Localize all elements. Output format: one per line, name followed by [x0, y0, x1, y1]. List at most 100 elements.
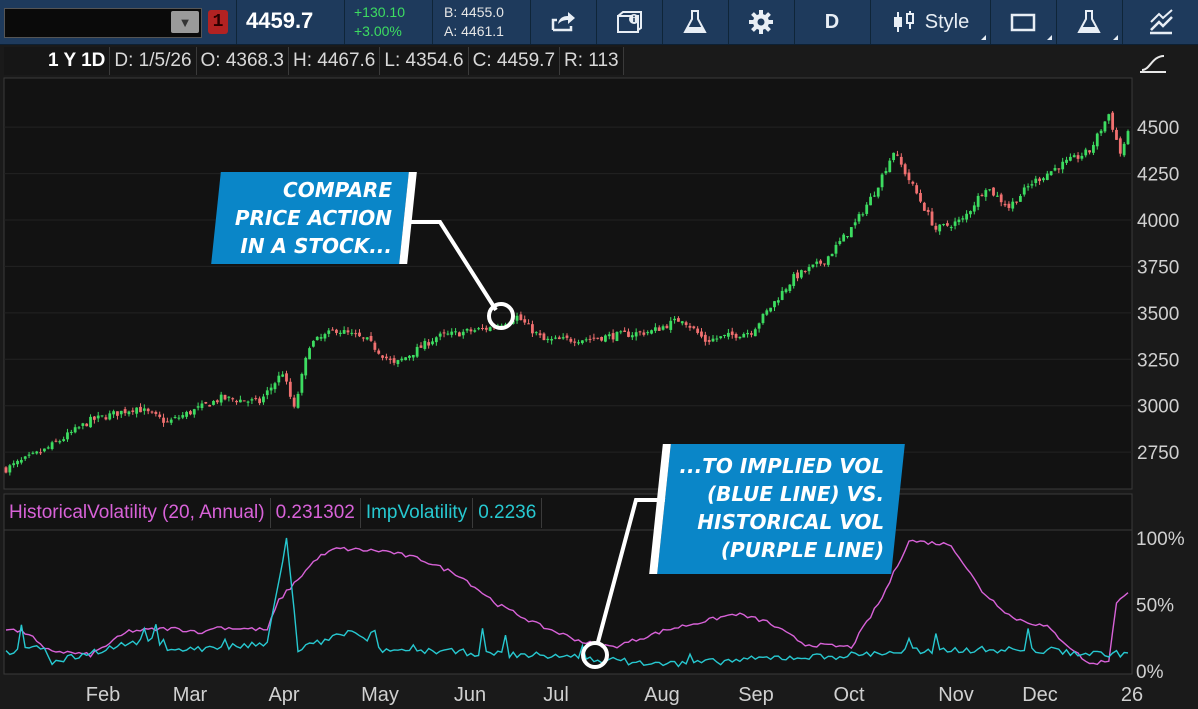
draw-tool-button[interactable]: [1136, 46, 1170, 78]
candle-body: [50, 442, 54, 450]
time-tick-label: Nov: [938, 684, 974, 706]
settings-button[interactable]: [729, 0, 793, 44]
candle-body: [450, 331, 454, 335]
candle-body: [146, 408, 150, 412]
candle-body: [200, 403, 204, 408]
candle-body: [707, 340, 711, 342]
candle-body: [703, 334, 707, 342]
volatility-tick-label: 100%: [1136, 529, 1185, 550]
chart-mode-button[interactable]: [991, 0, 1055, 44]
candle-body: [1065, 159, 1068, 163]
hv-study-label[interactable]: HistoricalVolatility (20, Annual): [4, 498, 271, 528]
time-axis: Feb Mar Apr May Jun Jul Aug Sep Oct Nov Dec 26: [86, 684, 1143, 706]
volatility-tick-label: 0%: [1136, 662, 1164, 683]
symbol-dropdown-button[interactable]: ▼: [171, 11, 199, 33]
candle-body: [323, 334, 327, 339]
divider: [728, 0, 729, 44]
candle-body: [872, 195, 876, 197]
candle-body: [907, 172, 911, 181]
candle-body: [653, 327, 657, 331]
candle-body: [331, 329, 335, 331]
candle-body: [1045, 173, 1049, 180]
candle-body: [185, 411, 188, 417]
drawings-button[interactable]: [1123, 0, 1198, 44]
candle-body: [19, 459, 23, 463]
candle-body: [215, 400, 219, 403]
candle-body: [16, 460, 19, 465]
candle-body: [715, 338, 719, 340]
alert-badge[interactable]: 1: [208, 10, 228, 34]
candle-body: [250, 399, 254, 401]
flask-icon: [683, 10, 707, 33]
candle-body: [527, 323, 530, 325]
candle-body: [1053, 168, 1057, 171]
candle-body: [43, 448, 46, 452]
bar-high: H: 4467.6: [288, 47, 381, 75]
candle-body: [892, 152, 896, 161]
time-tick-label: Oct: [833, 684, 865, 706]
candle-body: [469, 329, 473, 332]
candle-body: [669, 320, 673, 330]
candle-body: [423, 340, 427, 349]
candle-body: [588, 338, 592, 340]
divider: [236, 0, 237, 44]
candle-body: [761, 313, 765, 324]
volatility-axis: 100% 50% 0%: [1136, 529, 1185, 683]
candle-body: [696, 328, 700, 333]
flask-icon: [1077, 10, 1101, 33]
time-tick-label: 26: [1121, 684, 1143, 706]
candle-body: [976, 195, 980, 207]
candle-body: [803, 270, 807, 272]
candle-body: [592, 337, 596, 339]
candle-body: [73, 427, 77, 433]
candle-body: [85, 423, 89, 427]
candle-body: [396, 360, 400, 365]
candle-body: [212, 400, 215, 405]
studies-menu-button[interactable]: [1057, 0, 1121, 44]
candle-body: [557, 337, 561, 340]
price-highlight-circle: [487, 302, 515, 330]
candle-body: [96, 415, 100, 419]
candle-body: [488, 327, 492, 331]
candle-body: [104, 417, 108, 420]
candle-body: [169, 419, 173, 423]
iv-study-label[interactable]: ImpVolatility: [361, 498, 474, 528]
price-tick-label: 3750: [1137, 257, 1179, 278]
info-button[interactable]: [597, 0, 661, 44]
candle-body: [865, 204, 869, 214]
share-button[interactable]: [531, 0, 595, 44]
aggregation-button[interactable]: D: [824, 10, 840, 33]
price-tick-label: 4000: [1137, 211, 1179, 232]
candle-body: [738, 336, 742, 339]
candle-body: [642, 332, 646, 335]
time-frame-label[interactable]: 1 Y 1D: [4, 47, 111, 75]
candle-body: [431, 341, 434, 345]
candle-body: [888, 160, 892, 173]
candle-body: [181, 415, 185, 418]
style-button[interactable]: Style: [871, 0, 989, 44]
candle-body: [1107, 114, 1111, 121]
candle-body: [1068, 156, 1072, 161]
symbol-input[interactable]: ▼: [4, 8, 202, 38]
candle-body: [611, 333, 615, 340]
candle-body: [385, 356, 388, 359]
candle-body: [1111, 112, 1115, 130]
candle-body: [726, 332, 730, 337]
callout-line: (PURPLE LINE): [720, 538, 885, 562]
candle-body: [477, 328, 481, 330]
candle-body: [538, 333, 542, 336]
candle-body: [688, 325, 692, 328]
candle-body: [484, 327, 488, 330]
candle-body: [680, 321, 684, 324]
time-tick-label: Sep: [738, 684, 774, 706]
candle-body: [246, 401, 250, 403]
divider: [794, 0, 795, 44]
candle-body: [677, 318, 680, 322]
candle-body: [531, 324, 534, 334]
candle-body: [62, 439, 66, 441]
candle-body: [162, 417, 165, 423]
studies-button[interactable]: [663, 0, 727, 44]
candle-body: [189, 411, 192, 415]
candle-body: [780, 290, 784, 300]
